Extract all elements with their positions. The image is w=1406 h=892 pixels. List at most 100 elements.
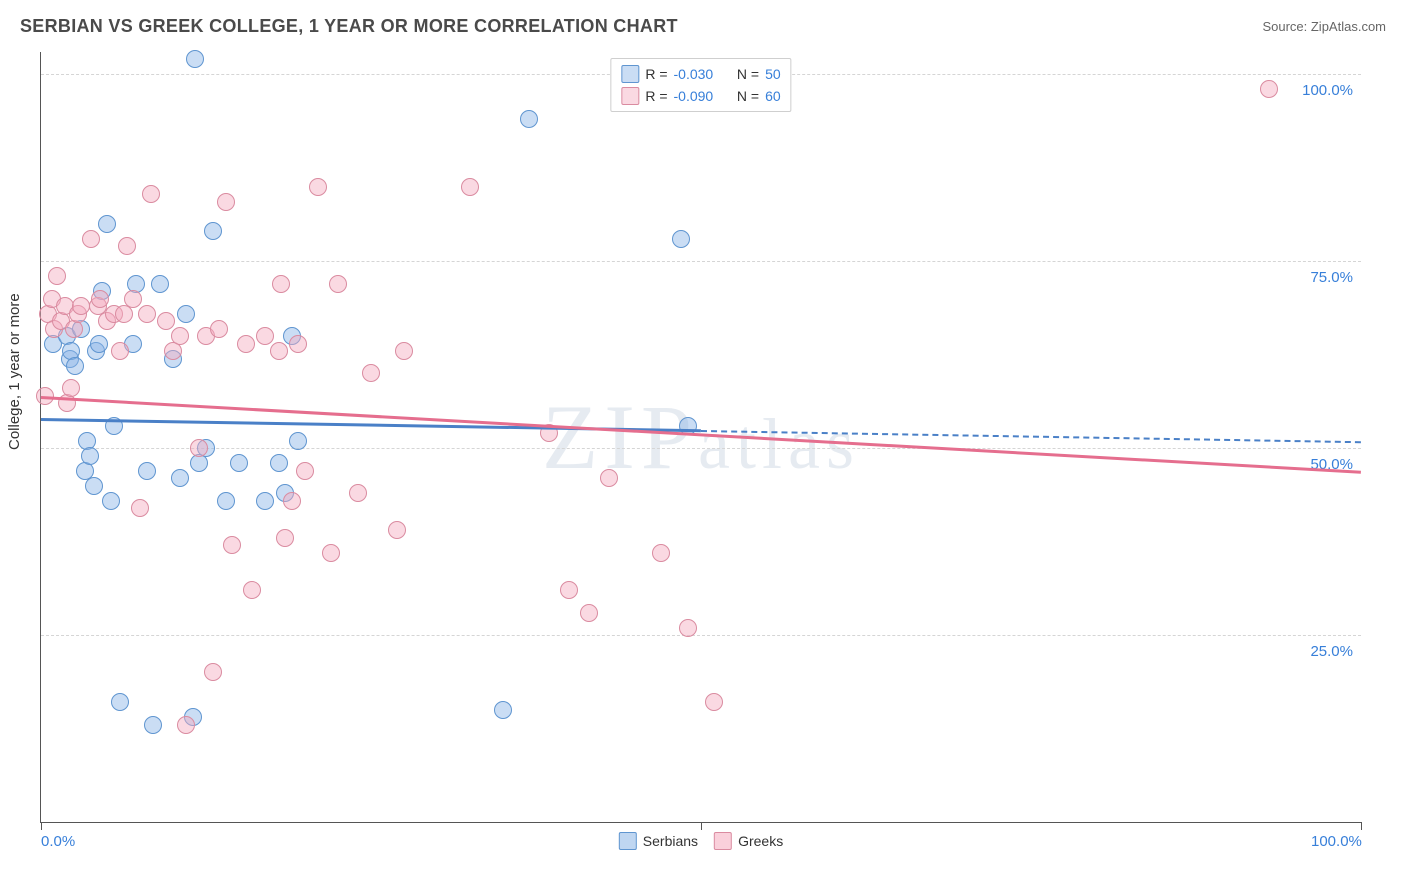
scatter-point [217, 492, 235, 510]
scatter-point [111, 342, 129, 360]
chart-title: SERBIAN VS GREEK COLLEGE, 1 YEAR OR MORE… [20, 16, 678, 37]
scatter-point [190, 439, 208, 457]
scatter-point [151, 275, 169, 293]
x-tick [41, 822, 42, 830]
legend-row: R = -0.090 N = 60 [621, 85, 780, 107]
legend-series: Serbians Greeks [619, 832, 783, 850]
scatter-point [256, 327, 274, 345]
legend-item: Serbians [619, 832, 698, 850]
y-tick-label: 100.0% [1302, 82, 1353, 99]
legend-r-val: -0.090 [674, 88, 714, 104]
y-axis-label: College, 1 year or more [6, 293, 23, 450]
x-tick [701, 822, 702, 830]
scatter-point [124, 290, 142, 308]
legend-r-label: R = [645, 88, 667, 104]
scatter-point [309, 178, 327, 196]
legend-row: R = -0.030 N = 50 [621, 63, 780, 85]
x-tick-label: 0.0% [41, 833, 75, 850]
y-tick-label: 75.0% [1310, 269, 1353, 286]
scatter-point [138, 462, 156, 480]
legend-r-val: -0.030 [674, 66, 714, 82]
scatter-point [90, 335, 108, 353]
scatter-point [270, 342, 288, 360]
scatter-point [72, 297, 90, 315]
scatter-point [186, 50, 204, 68]
scatter-point [230, 454, 248, 472]
scatter-point [171, 327, 189, 345]
gridline [41, 635, 1361, 636]
scatter-point [138, 305, 156, 323]
legend-label: Greeks [738, 833, 783, 849]
x-tick-label: 100.0% [1311, 833, 1362, 850]
scatter-point [283, 492, 301, 510]
scatter-point [256, 492, 274, 510]
watermark: ZIPatlas [542, 384, 860, 490]
scatter-point [296, 462, 314, 480]
scatter-point [362, 364, 380, 382]
scatter-point [395, 342, 413, 360]
scatter-point [66, 357, 84, 375]
legend-item: Greeks [714, 832, 783, 850]
gridline [41, 448, 1361, 449]
source-label: Source: ZipAtlas.com [1262, 19, 1386, 34]
scatter-point [204, 663, 222, 681]
scatter-point [705, 693, 723, 711]
scatter-point [81, 447, 99, 465]
scatter-point [329, 275, 347, 293]
scatter-point [600, 469, 618, 487]
scatter-point [157, 312, 175, 330]
scatter-point [276, 529, 294, 547]
legend-swatch [619, 832, 637, 850]
scatter-point [111, 693, 129, 711]
scatter-point [204, 222, 222, 240]
legend-label: Serbians [643, 833, 698, 849]
scatter-point [289, 432, 307, 450]
scatter-point [652, 544, 670, 562]
scatter-point [580, 604, 598, 622]
scatter-point [237, 335, 255, 353]
legend-n-label: N = [737, 66, 759, 82]
scatter-point [85, 477, 103, 495]
legend-n-val: 60 [765, 88, 781, 104]
scatter-point [62, 379, 80, 397]
scatter-point [142, 185, 160, 203]
scatter-point [520, 110, 538, 128]
chart-plot-area: ZIPatlas 25.0%50.0%75.0%100.0%0.0%100.0%… [40, 52, 1361, 823]
legend-n-val: 50 [765, 66, 781, 82]
scatter-point [272, 275, 290, 293]
scatter-point [243, 581, 261, 599]
scatter-point [102, 492, 120, 510]
scatter-point [461, 178, 479, 196]
scatter-point [223, 536, 241, 554]
legend-correlation: R = -0.030 N = 50 R = -0.090 N = 60 [610, 58, 791, 112]
legend-r-label: R = [645, 66, 667, 82]
legend-swatch [621, 87, 639, 105]
scatter-point [388, 521, 406, 539]
scatter-point [131, 499, 149, 517]
legend-swatch [714, 832, 732, 850]
scatter-point [322, 544, 340, 562]
scatter-point [672, 230, 690, 248]
scatter-point [1260, 80, 1278, 98]
scatter-point [210, 320, 228, 338]
scatter-point [171, 469, 189, 487]
scatter-point [144, 716, 162, 734]
scatter-point [177, 305, 195, 323]
scatter-point [118, 237, 136, 255]
scatter-point [349, 484, 367, 502]
scatter-point [494, 701, 512, 719]
scatter-point [270, 454, 288, 472]
legend-swatch [621, 65, 639, 83]
gridline [41, 261, 1361, 262]
scatter-point [48, 267, 66, 285]
scatter-point [679, 619, 697, 637]
scatter-point [82, 230, 100, 248]
scatter-point [289, 335, 307, 353]
scatter-point [91, 290, 109, 308]
legend-n-label: N = [737, 88, 759, 104]
x-tick [1361, 822, 1362, 830]
scatter-point [98, 215, 116, 233]
scatter-point [177, 716, 195, 734]
scatter-point [217, 193, 235, 211]
scatter-point [560, 581, 578, 599]
